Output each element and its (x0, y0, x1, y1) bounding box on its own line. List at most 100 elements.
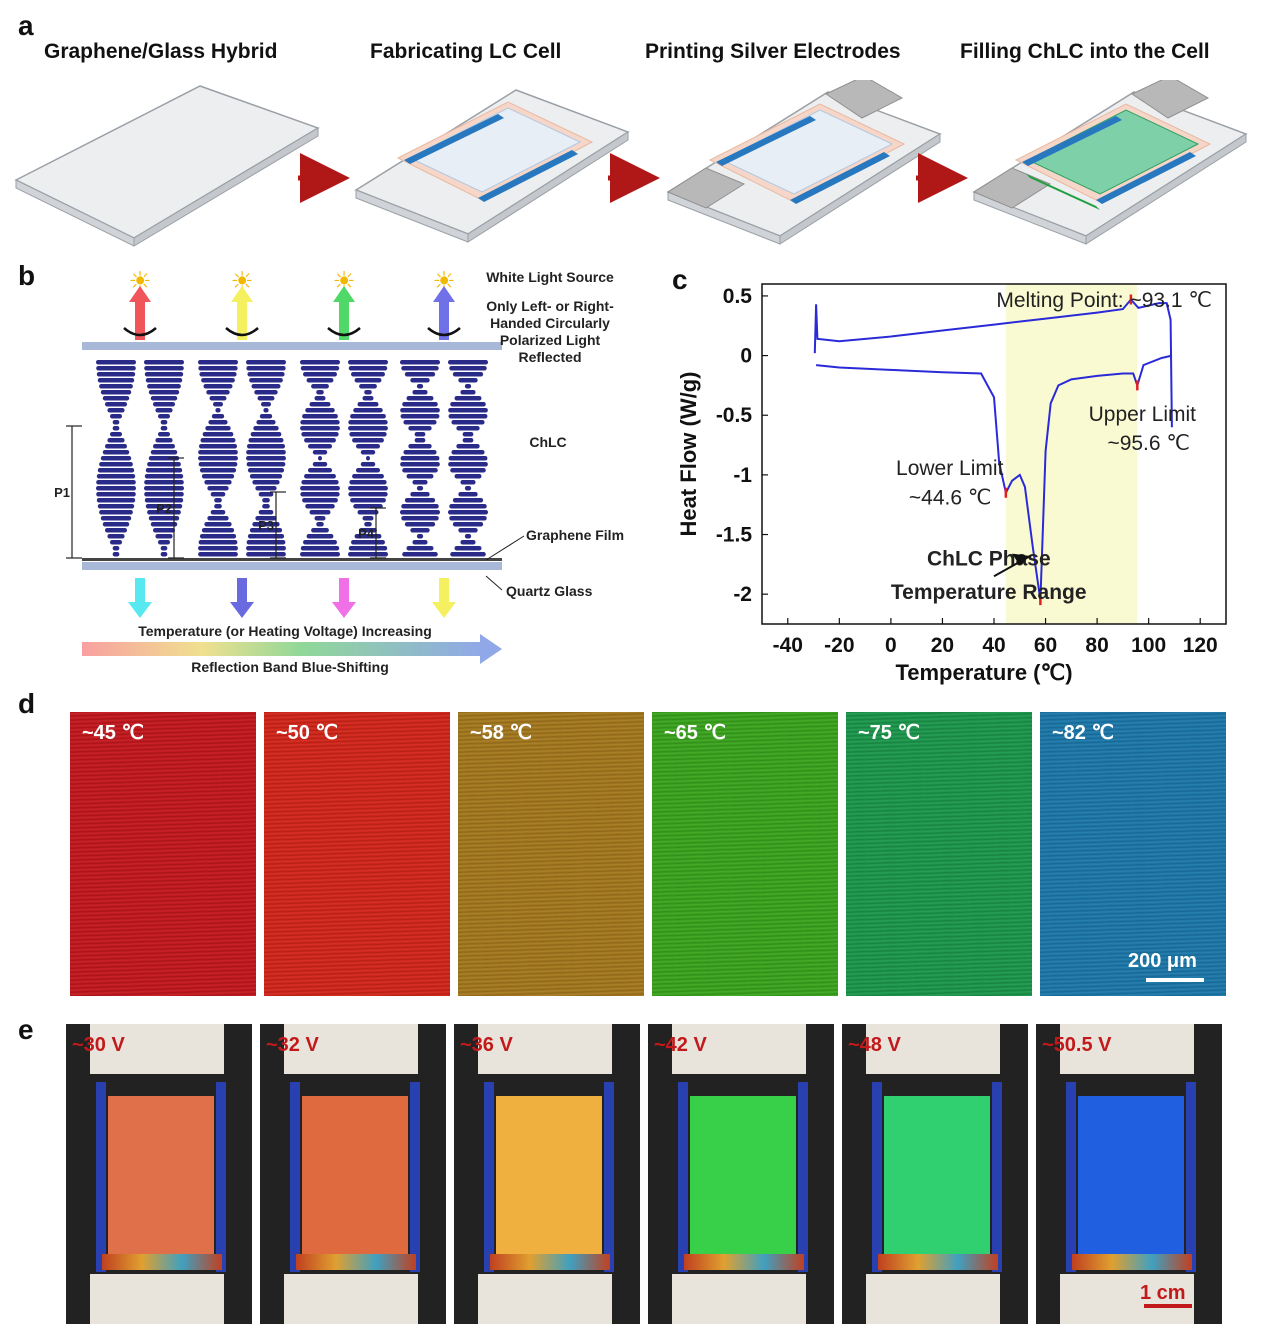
panel-a-schematic (14, 80, 1248, 247)
lc-molecule (147, 462, 181, 467)
lc-molecule (100, 516, 132, 521)
graphene-film-1 (82, 558, 198, 561)
lc-molecule (97, 468, 135, 473)
bottom-electrode-pad (90, 1274, 224, 1324)
scale-bar-e-label: 1 cm (1140, 1282, 1186, 1304)
voltage-label-6: ~50.5 V (1042, 1034, 1112, 1056)
pitch-label-3: P3 (258, 518, 274, 533)
lc-molecule (102, 396, 130, 401)
sun-icon-2: ☀ (230, 266, 253, 296)
lc-molecule (155, 438, 173, 443)
lc-molecule (211, 414, 225, 419)
bottom-electrode-pad (478, 1274, 612, 1324)
chlc-area (496, 1096, 602, 1254)
lc-molecule (451, 420, 485, 425)
lc-molecule (362, 396, 374, 401)
lc-molecule (454, 546, 482, 551)
graphene-pointer (485, 535, 525, 561)
lc-molecule (198, 552, 238, 557)
lc-molecule (253, 426, 279, 431)
lc-molecule (355, 444, 381, 449)
lc-molecule (263, 408, 269, 413)
lc-molecule (349, 480, 387, 485)
lc-molecule (153, 402, 175, 407)
lc-molecule (210, 510, 226, 515)
reflected-arrow-3 (339, 296, 349, 340)
lc-molecule (464, 384, 472, 389)
step-title-1: Graphene/Glass Hybrid (44, 40, 278, 63)
lc-molecule (318, 456, 322, 461)
x-tick-label: -20 (824, 634, 854, 657)
lc-molecule (204, 480, 232, 485)
right-electrode-stripe (604, 1082, 614, 1272)
reflected-arrowhead-2 (231, 286, 253, 302)
left-electrode-stripe (484, 1082, 494, 1272)
lc-molecule (96, 372, 136, 377)
chlc-label: ChLC (529, 434, 566, 450)
x-tick-label: 0 (885, 634, 897, 657)
lc-molecule (201, 474, 235, 479)
lc-molecule (199, 534, 237, 539)
bottom-glass-1 (82, 562, 198, 570)
chlc-area (108, 1096, 214, 1254)
lc-molecule (153, 528, 175, 533)
lc-molecule (305, 408, 335, 413)
lc-molecule (307, 444, 333, 449)
lc-molecule (348, 546, 388, 551)
chlc-area (690, 1096, 796, 1254)
temperature-label-5: ~75 ℃ (858, 722, 920, 744)
circular-arrow-3 (327, 327, 361, 337)
panel-b-label: b (18, 260, 36, 291)
lc-molecule (348, 426, 388, 431)
bottom-glass-4 (386, 562, 502, 570)
lc-molecule (350, 498, 386, 503)
graphene-film-4 (386, 558, 502, 561)
lc-molecule (157, 540, 171, 545)
circular-arrow-1 (123, 327, 157, 337)
lc-molecule (198, 540, 238, 545)
temperature-label-6: ~82 ℃ (1052, 722, 1114, 744)
x-tick-label: 80 (1085, 634, 1108, 657)
lc-molecule (112, 420, 120, 425)
lc-molecule (258, 492, 274, 497)
lc-cell (354, 89, 630, 243)
lc-molecule (247, 534, 285, 539)
lc-molecule (351, 372, 385, 377)
transmit-arrowhead-3 (332, 602, 356, 618)
reflected-arrow-1 (135, 296, 145, 340)
lower-limit-value: ~44.6 ℃ (909, 487, 992, 510)
top-electrode-pad (478, 1024, 612, 1074)
lc-molecule (400, 510, 440, 515)
series-cooling (815, 354, 1173, 601)
top-glass-1 (82, 342, 198, 350)
lc-molecule (250, 432, 282, 437)
lc-molecule (450, 468, 486, 473)
lc-molecule (306, 534, 334, 539)
lc-molecule (96, 492, 136, 497)
phase-range-annotation-2: Temperature Range (891, 581, 1087, 604)
lc-molecule (148, 456, 180, 461)
lc-molecule (400, 456, 440, 461)
sun-icon-3: ☀ (332, 266, 355, 296)
voltage-label-1: ~30 V (72, 1034, 125, 1056)
lc-molecule (402, 468, 438, 473)
lc-molecule (316, 522, 324, 527)
lc-molecule (406, 474, 434, 479)
lc-molecule (348, 420, 388, 425)
lc-molecule (348, 492, 388, 497)
left-electrode-stripe (678, 1082, 688, 1272)
lc-molecule (357, 510, 379, 515)
top-electrode-pad (284, 1024, 418, 1074)
lc-molecule (304, 474, 336, 479)
lc-molecule (404, 522, 436, 527)
circular-arrow-2 (225, 327, 259, 337)
lc-molecule (150, 450, 178, 455)
lc-molecule (448, 360, 488, 365)
lc-molecule (305, 504, 335, 509)
lc-molecule (105, 402, 127, 407)
bottom-electrode-pad (672, 1274, 806, 1324)
lc-molecule (206, 390, 230, 395)
lc-molecule (144, 480, 184, 485)
lc-molecule (144, 366, 184, 371)
lc-molecule (406, 546, 434, 551)
